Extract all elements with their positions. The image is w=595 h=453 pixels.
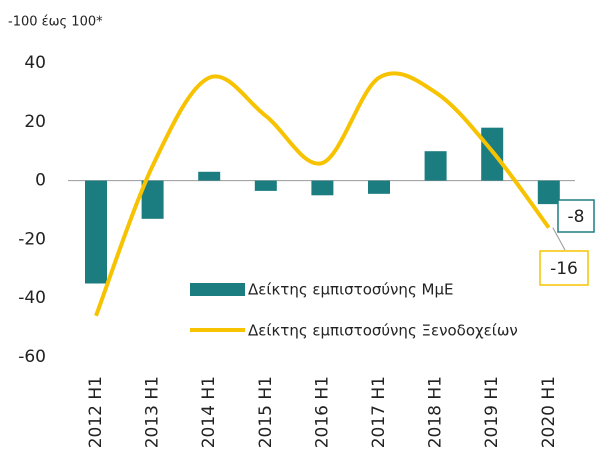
y-tick-label: -60 <box>18 347 46 367</box>
leader <box>552 227 566 251</box>
x-tick-label: 2016 H1 <box>312 376 332 448</box>
bar <box>254 180 277 191</box>
x-tick-label: 2012 H1 <box>86 376 106 448</box>
data-label: -8 <box>568 207 585 227</box>
x-tick-label: 2020 H1 <box>539 376 559 448</box>
bar <box>198 171 221 181</box>
line <box>94 71 551 317</box>
chart-subtitle: -100 έως 100* <box>8 15 103 30</box>
legend-label: Δείκτης εμπιστοσύνης Ξενοδοχείων <box>248 322 518 340</box>
y-tick-label: 40 <box>24 53 46 73</box>
x-tick-label: 2013 H1 <box>143 376 163 448</box>
x-tick-label: 2019 H1 <box>482 376 502 448</box>
bar <box>424 151 447 181</box>
x-tick-label: 2014 H1 <box>199 376 219 448</box>
y-tick-label: -20 <box>18 229 46 249</box>
label-box <box>539 250 589 286</box>
y-tick-label: 20 <box>24 112 46 132</box>
bar <box>368 180 390 194</box>
bar <box>141 180 164 219</box>
label-box <box>557 199 595 233</box>
y-tick-label: -40 <box>18 288 46 308</box>
x-tick-label: 2015 H1 <box>256 376 276 448</box>
x-tick-label: 2017 H1 <box>369 376 389 448</box>
y-tick-label: 0 <box>35 171 46 191</box>
data-label: -16 <box>550 259 578 279</box>
legend-label: Δείκτης εμπιστοσύνης ΜμΕ <box>248 281 453 299</box>
bar <box>537 180 560 205</box>
legend-swatch <box>190 283 245 296</box>
bar <box>85 180 107 284</box>
x-tick-label: 2018 H1 <box>426 376 446 448</box>
bar <box>311 180 334 196</box>
